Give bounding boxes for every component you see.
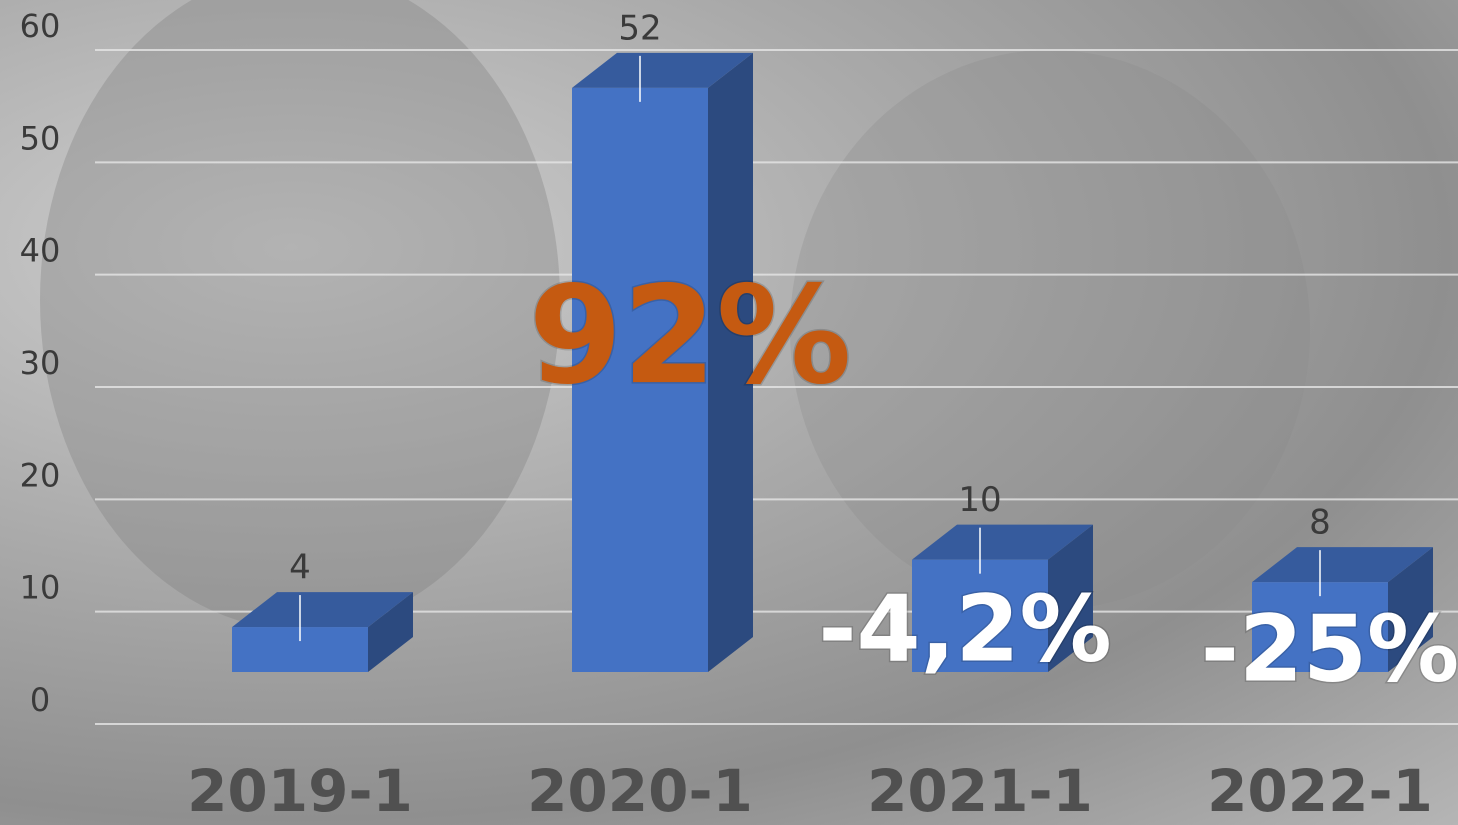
bar-side [708, 52, 753, 673]
y-tick-label: 30 [20, 344, 61, 382]
annotation: -25% [1201, 595, 1458, 702]
y-tick-label: 50 [20, 119, 61, 157]
x-tick-label: 2020-1 [527, 757, 753, 825]
x-tick-label: 2022-1 [1207, 757, 1433, 825]
data-label: 10 [958, 480, 1001, 520]
bar [572, 87, 708, 672]
y-tick-label: 10 [20, 569, 61, 607]
y-tick-label: 40 [20, 232, 61, 270]
x-tick-label: 2021-1 [867, 757, 1093, 825]
bar [912, 559, 1048, 672]
data-label: 8 [1309, 503, 1331, 543]
photo-shade [790, 50, 1310, 610]
bar-side [368, 592, 413, 672]
annotation: 92% [528, 257, 851, 414]
y-tick-label: 0 [30, 681, 50, 719]
photo-shade [40, 0, 560, 630]
bar-top [232, 592, 413, 628]
y-tick-label: 60 [20, 7, 61, 45]
y-tick-label: 20 [20, 456, 61, 494]
bar-top [912, 524, 1093, 560]
data-label: 4 [289, 548, 311, 588]
bar-top [1252, 547, 1433, 583]
bar-top [572, 52, 753, 88]
bar-side [1388, 547, 1433, 672]
annotation: -4,2% [818, 575, 1111, 682]
x-tick-label: 2019-1 [187, 757, 413, 825]
bar [1252, 582, 1388, 672]
bar-side [1048, 524, 1093, 672]
data-label: 52 [618, 8, 661, 48]
